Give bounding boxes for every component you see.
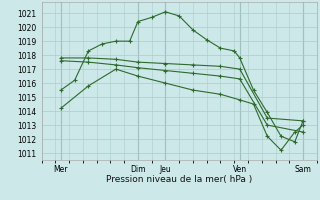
X-axis label: Pression niveau de la mer( hPa ): Pression niveau de la mer( hPa ) <box>106 175 252 184</box>
